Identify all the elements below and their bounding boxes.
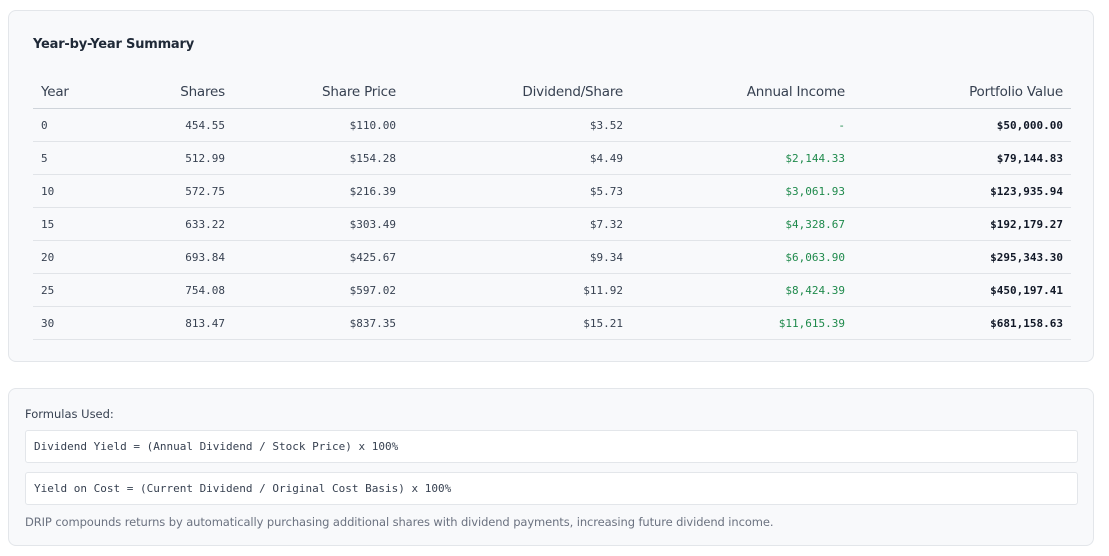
drip-note: DRIP compounds returns by automatically …	[25, 515, 774, 529]
share-price-cell: $154.28	[233, 141, 404, 175]
year-cell: 10	[33, 174, 129, 208]
portfolio-value-cell: $681,158.63	[853, 306, 1071, 340]
portfolio-value-cell: $79,144.83	[853, 141, 1071, 175]
share-price-cell: $303.49	[233, 207, 404, 241]
portfolio-value-cell: $50,000.00	[853, 108, 1071, 142]
shares-cell: 693.84	[129, 240, 233, 274]
share-price-cell: $837.35	[233, 306, 404, 340]
column-header-annual-income: Annual Income	[631, 75, 853, 109]
shares-cell: 454.55	[129, 108, 233, 142]
annual-income-cell: $6,063.90	[631, 240, 853, 274]
formulas-title: Formulas Used:	[25, 407, 114, 421]
dividend-per-share-cell: $5.73	[404, 174, 631, 208]
annual-income-cell: $4,328.67	[631, 207, 853, 241]
annual-income-cell: $3,061.93	[631, 174, 853, 208]
share-price-cell: $216.39	[233, 174, 404, 208]
table-row: 0 454.55 $110.00 $3.52 - $50,000.00	[33, 108, 1071, 142]
dividend-per-share-cell: $15.21	[404, 306, 631, 340]
table-row: 20 693.84 $425.67 $9.34 $6,063.90 $295,3…	[33, 240, 1071, 274]
portfolio-value-cell: $295,343.30	[853, 240, 1071, 274]
table-row: 25 754.08 $597.02 $11.92 $8,424.39 $450,…	[33, 273, 1071, 307]
dividend-yield-formula: Dividend Yield = (Annual Dividend / Stoc…	[25, 430, 1078, 463]
share-price-cell: $110.00	[233, 108, 404, 142]
dividend-per-share-cell: $3.52	[404, 108, 631, 142]
shares-cell: 572.75	[129, 174, 233, 208]
table-row: 15 633.22 $303.49 $7.32 $4,328.67 $192,1…	[33, 207, 1071, 241]
table-row: 30 813.47 $837.35 $15.21 $11,615.39 $681…	[33, 306, 1071, 340]
summary-card: Year-by-Year Summary Year Shares Share P…	[8, 10, 1094, 362]
annual-income-cell: $8,424.39	[631, 273, 853, 307]
dividend-per-share-cell: $9.34	[404, 240, 631, 274]
column-header-dividend-per-share: Dividend/Share	[404, 75, 631, 109]
shares-cell: 633.22	[129, 207, 233, 241]
table-row: 5 512.99 $154.28 $4.49 $2,144.33 $79,144…	[33, 141, 1071, 175]
portfolio-value-cell: $192,179.27	[853, 207, 1071, 241]
share-price-cell: $425.67	[233, 240, 404, 274]
annual-income-cell: -	[631, 108, 853, 142]
year-cell: 25	[33, 273, 129, 307]
shares-cell: 754.08	[129, 273, 233, 307]
table-row: 10 572.75 $216.39 $5.73 $3,061.93 $123,9…	[33, 174, 1071, 208]
table-header-row: Year Shares Share Price Dividend/Share A…	[33, 75, 1071, 109]
formulas-card: Formulas Used: Dividend Yield = (Annual …	[8, 388, 1094, 546]
shares-cell: 813.47	[129, 306, 233, 340]
dividend-per-share-cell: $11.92	[404, 273, 631, 307]
portfolio-value-cell: $123,935.94	[853, 174, 1071, 208]
dividend-per-share-cell: $7.32	[404, 207, 631, 241]
dividend-per-share-cell: $4.49	[404, 141, 631, 175]
year-cell: 5	[33, 141, 129, 175]
year-cell: 15	[33, 207, 129, 241]
summary-table: Year Shares Share Price Dividend/Share A…	[33, 75, 1071, 340]
column-header-shares: Shares	[129, 75, 233, 109]
column-header-year: Year	[33, 75, 129, 109]
annual-income-cell: $2,144.33	[631, 141, 853, 175]
annual-income-cell: $11,615.39	[631, 306, 853, 340]
year-cell: 20	[33, 240, 129, 274]
shares-cell: 512.99	[129, 141, 233, 175]
column-header-portfolio-value: Portfolio Value	[853, 75, 1071, 109]
year-cell: 30	[33, 306, 129, 340]
share-price-cell: $597.02	[233, 273, 404, 307]
yield-on-cost-formula: Yield on Cost = (Current Dividend / Orig…	[25, 472, 1078, 505]
year-cell: 0	[33, 108, 129, 142]
summary-title: Year-by-Year Summary	[33, 37, 194, 52]
portfolio-value-cell: $450,197.41	[853, 273, 1071, 307]
column-header-share-price: Share Price	[233, 75, 404, 109]
